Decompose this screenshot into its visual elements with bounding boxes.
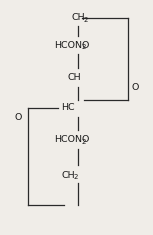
Text: CH: CH bbox=[61, 171, 75, 180]
Text: O: O bbox=[14, 114, 22, 122]
Text: 2: 2 bbox=[83, 17, 88, 23]
Text: CH: CH bbox=[67, 74, 81, 82]
Text: O: O bbox=[131, 83, 139, 93]
Text: 2: 2 bbox=[82, 44, 86, 50]
Text: 2: 2 bbox=[73, 174, 78, 180]
Text: CH: CH bbox=[71, 13, 85, 23]
Text: HC: HC bbox=[61, 103, 75, 113]
Text: 2: 2 bbox=[82, 139, 86, 145]
Text: HCONO: HCONO bbox=[54, 40, 90, 50]
Text: HCONO: HCONO bbox=[54, 136, 90, 145]
